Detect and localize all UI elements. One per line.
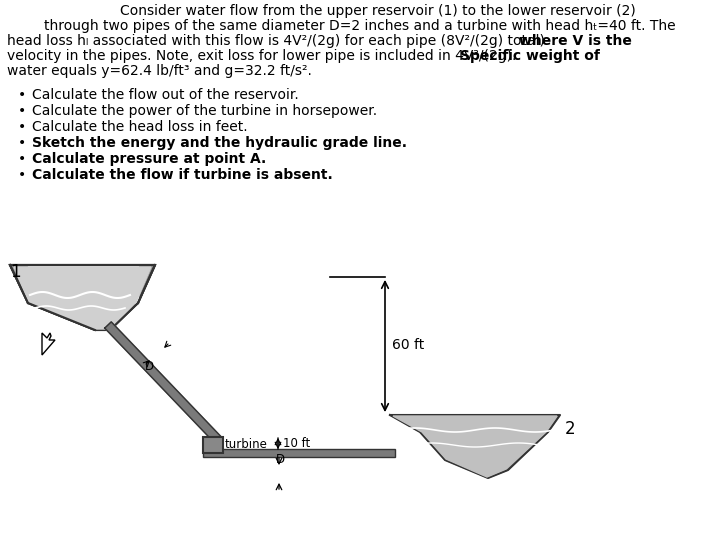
Text: 1: 1 xyxy=(10,263,21,281)
Polygon shape xyxy=(390,415,560,478)
Text: D: D xyxy=(276,453,285,466)
Text: Specific weight of: Specific weight of xyxy=(460,49,600,63)
Text: Calculate the flow if turbine is absent.: Calculate the flow if turbine is absent. xyxy=(32,168,333,182)
Polygon shape xyxy=(14,267,151,329)
Text: Sketch the energy and the hydraulic grade line.: Sketch the energy and the hydraulic grad… xyxy=(32,136,407,150)
Text: 10 ft: 10 ft xyxy=(283,437,310,450)
Polygon shape xyxy=(28,266,138,303)
Text: Calculate pressure at point A.: Calculate pressure at point A. xyxy=(32,152,266,166)
Bar xyxy=(203,437,223,453)
Polygon shape xyxy=(393,416,557,477)
Text: through two pipes of the same diameter D=2 inches and a turbine with head hₜ=40 : through two pipes of the same diameter D… xyxy=(44,19,676,33)
Text: velocity in the pipes. Note, exit loss for lower pipe is included in 4V²/(2g).: velocity in the pipes. Note, exit loss f… xyxy=(7,49,521,63)
Text: where V is the: where V is the xyxy=(519,34,632,48)
Text: •: • xyxy=(18,104,26,118)
Text: head loss hₗ associated with this flow is 4V²/(2g) for each pipe (8V²/(2g) total: head loss hₗ associated with this flow i… xyxy=(7,34,549,48)
Text: water equals y=62.4 lb/ft³ and g=32.2 ft/s².: water equals y=62.4 lb/ft³ and g=32.2 ft… xyxy=(7,64,312,78)
Text: •: • xyxy=(18,136,26,150)
Bar xyxy=(203,449,395,457)
Text: 60 ft: 60 ft xyxy=(392,338,424,352)
Polygon shape xyxy=(42,333,55,355)
Text: •: • xyxy=(18,120,26,134)
Text: D: D xyxy=(145,360,154,373)
Polygon shape xyxy=(10,265,155,330)
Text: Consider water flow from the upper reservoir (1) to the lower reservoir (2): Consider water flow from the upper reser… xyxy=(85,4,635,18)
Text: •: • xyxy=(18,88,26,102)
Text: •: • xyxy=(18,168,26,182)
Polygon shape xyxy=(104,322,221,443)
Text: Calculate the flow out of the reservoir.: Calculate the flow out of the reservoir. xyxy=(32,88,299,102)
Text: Calculate the head loss in feet.: Calculate the head loss in feet. xyxy=(32,120,248,134)
Text: •: • xyxy=(18,152,26,166)
Text: 2: 2 xyxy=(565,420,575,438)
Text: turbine: turbine xyxy=(225,438,268,451)
Text: Calculate the power of the turbine in horsepower.: Calculate the power of the turbine in ho… xyxy=(32,104,377,118)
Polygon shape xyxy=(10,265,155,330)
